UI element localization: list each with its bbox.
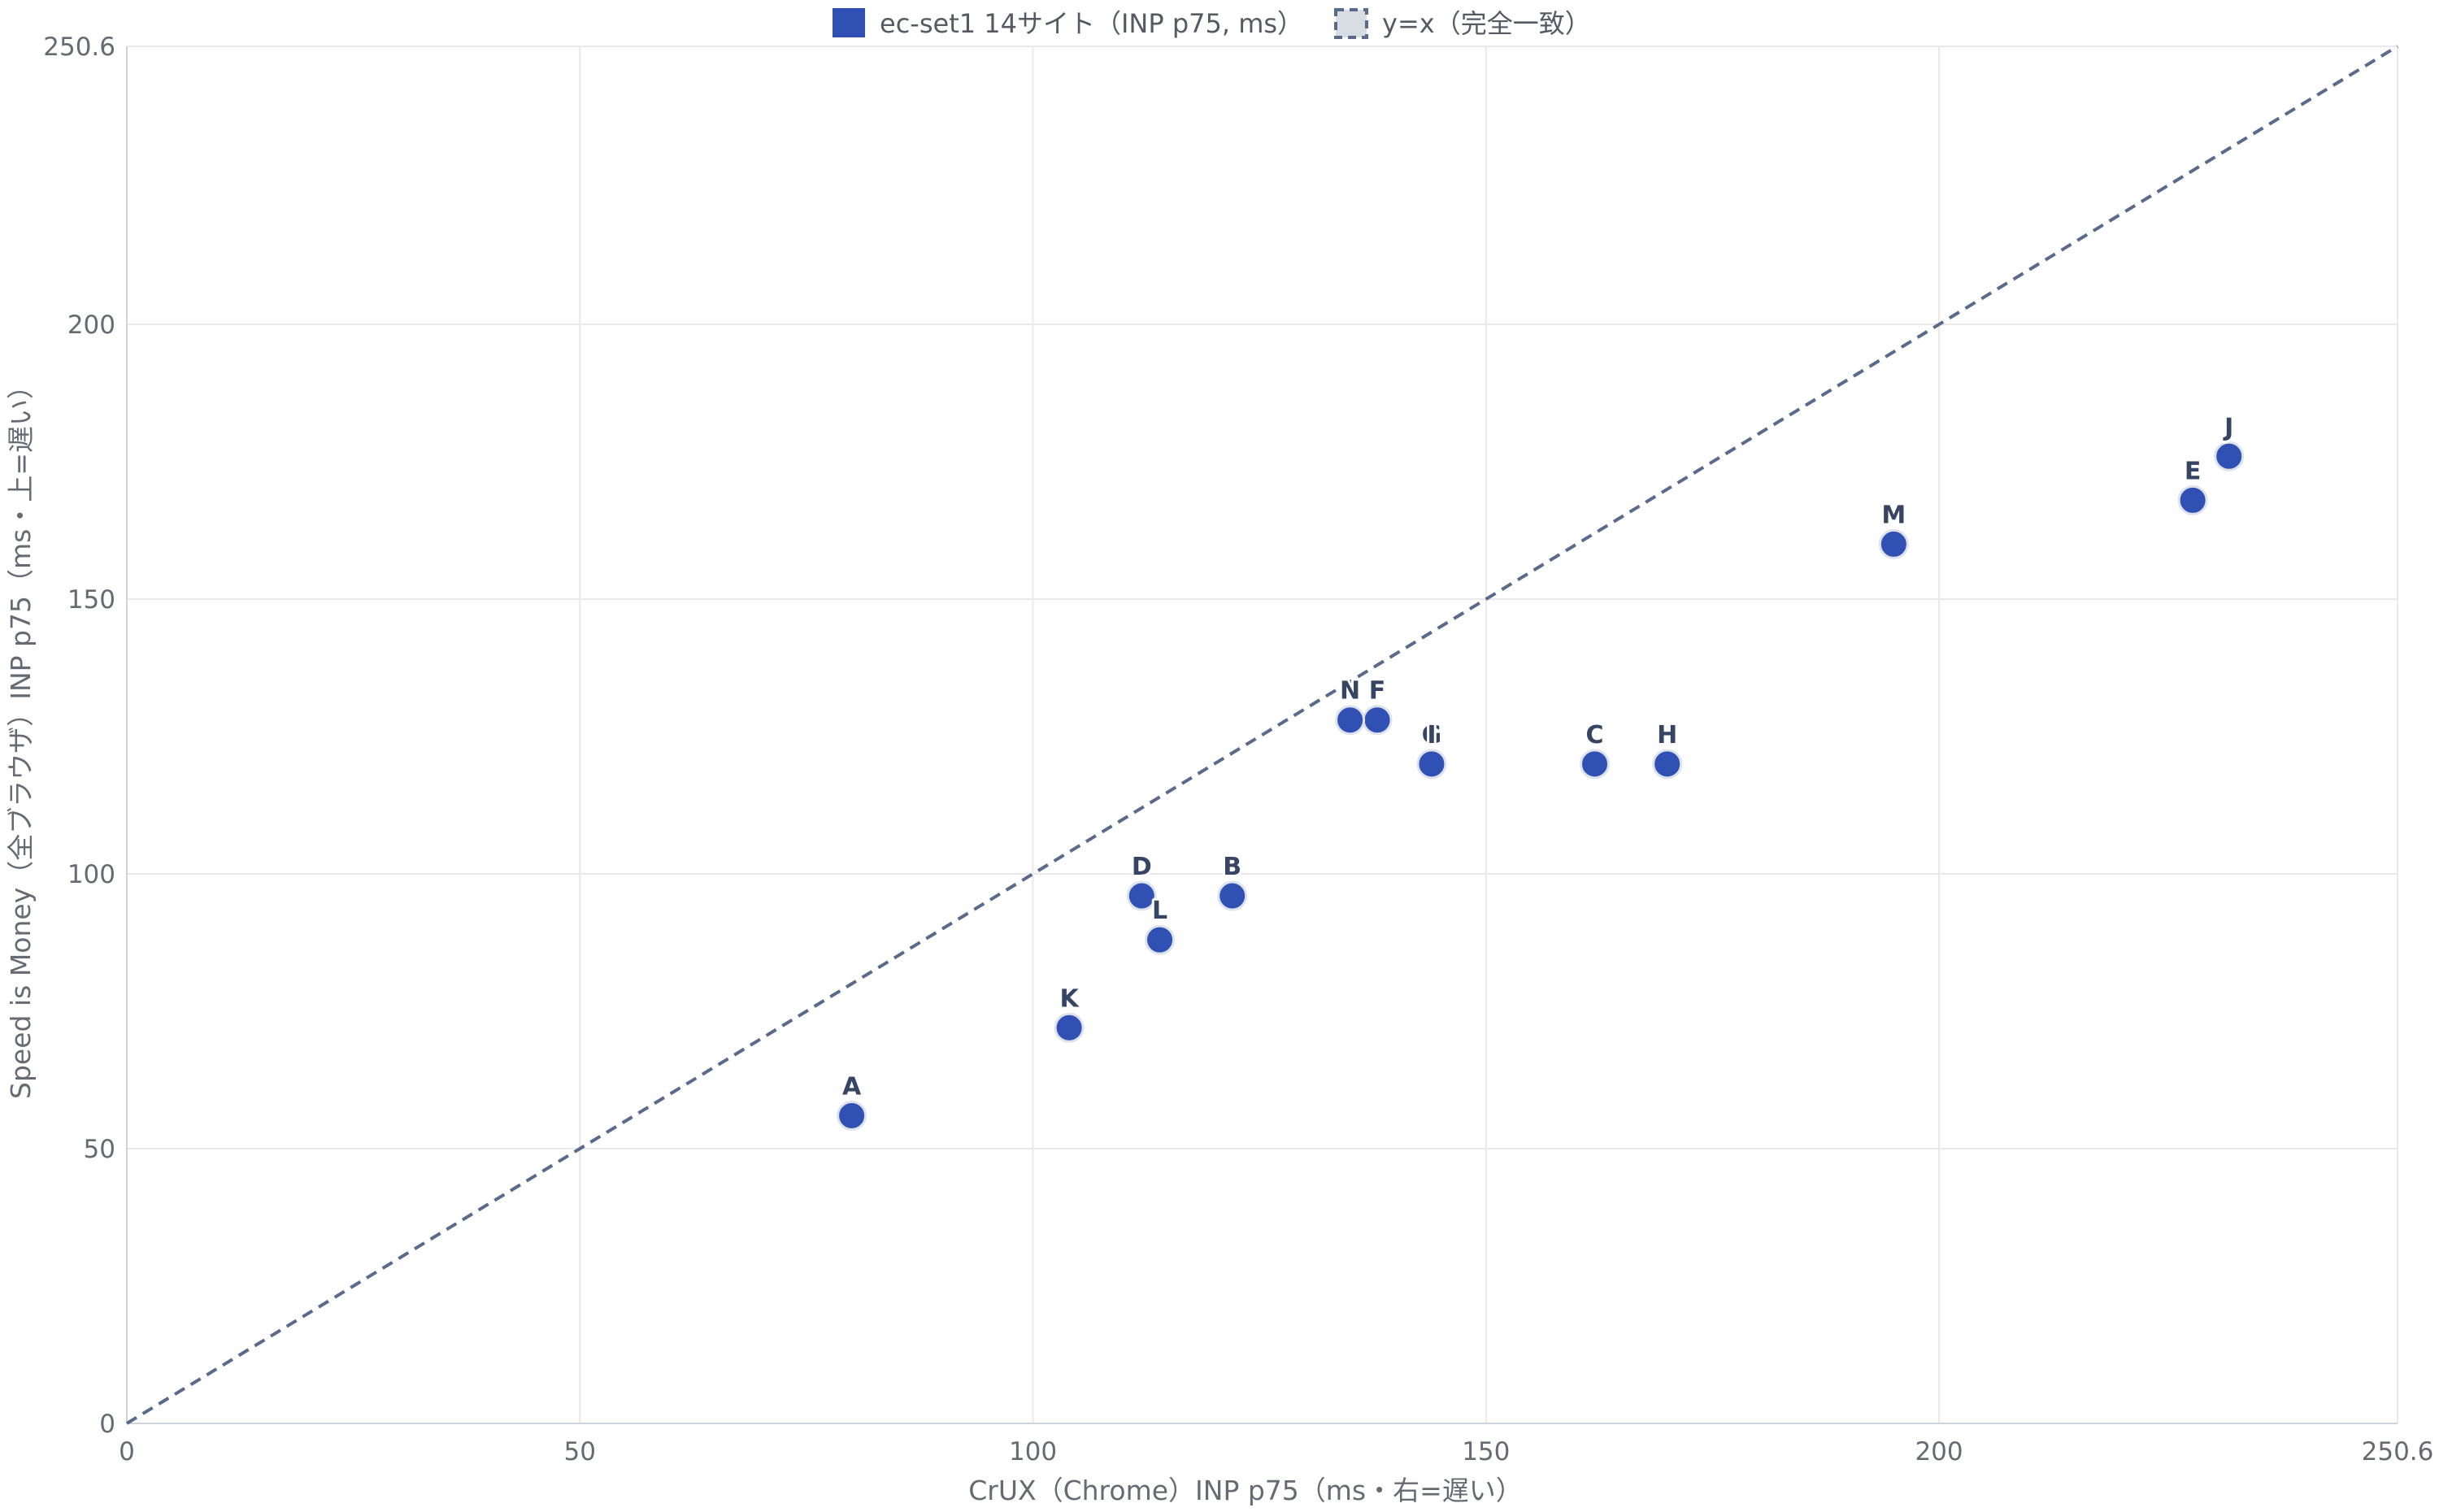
data-point-m[interactable] [1878,528,1909,559]
data-point-n[interactable] [1335,705,1366,736]
legend-swatch-points [833,8,865,37]
y-tick-label: 150 [67,585,115,615]
legend-item-reference[interactable]: y=x（完全一致） [1334,8,1591,39]
data-point-f[interactable] [1362,705,1393,736]
legend-item-points[interactable]: ec-set1 14サイト（INP p75, ms） [833,8,1303,39]
points-layer [837,441,2245,1131]
point-label-a: A [842,1072,862,1101]
y-axis-title: Speed is Money（全ブラウザ）INP p75（ms・上=遅い） [5,372,37,1099]
legend[interactable]: ec-set1 14サイト（INP p75, ms） y=x（完全一致） [833,8,1591,39]
y-tick-label: 100 [67,860,115,889]
data-point-j[interactable] [2214,441,2245,471]
legend-swatch-reference [1334,8,1368,39]
data-point-a[interactable] [837,1100,867,1131]
data-point-e[interactable] [2177,484,2208,515]
x-tick-label: 0 [119,1437,135,1466]
point-label-k: K [1059,984,1080,1013]
legend-label-reference: y=x（完全一致） [1382,8,1591,39]
point-label-b: B [1223,853,1241,881]
point-label-e: E [2185,457,2202,485]
data-point-l[interactable] [1145,924,1176,955]
point-label-n: N [1340,677,1360,706]
data-point-c[interactable] [1580,749,1611,780]
point-label-m: M [1881,501,1906,529]
axis-layer: 0 50 100 150 200 250.6 0 50 100 150 200 250.6 [43,33,2433,1466]
point-label-h: H [1657,721,1677,749]
y-tick-label: 50 [84,1135,115,1164]
legend-label-points: ec-set1 14サイト（INP p75, ms） [880,8,1303,39]
x-tick-label: 150 [1462,1437,1510,1466]
y-tick-label: 0 [99,1410,115,1439]
point-label-c: C [1586,721,1604,749]
data-point-b[interactable] [1217,880,1248,911]
point-label-l: L [1152,897,1167,925]
point-label-j: J [2223,413,2233,441]
point-label-g: G [1422,721,1442,749]
reference-line-layer [125,45,2399,1425]
x-tick-label: 200 [1915,1437,1963,1466]
x-tick-label: 100 [1009,1437,1057,1466]
data-point-h[interactable] [1652,749,1683,780]
point-label-i: I [1427,721,1436,749]
x-tick-label: 250.6 [2362,1437,2434,1466]
y-tick-label: 200 [67,311,115,340]
y-tick-label: 250.6 [43,33,115,62]
point-labels-layer: A B C D E F G H I J K L M N [840,411,2236,1103]
point-label-f: F [1369,677,1386,706]
x-tick-label: 50 [564,1437,596,1466]
x-axis-title: CrUX（Chrome）INP p75（ms・右=遅い） [968,1475,1523,1506]
reference-line-y-equals-x [125,45,2399,1425]
data-point-i[interactable] [1416,749,1447,780]
grid-layer [127,46,2398,1423]
point-label-d: D [1132,853,1152,881]
data-point-d[interactable] [1126,880,1157,911]
data-point-k[interactable] [1054,1012,1085,1043]
